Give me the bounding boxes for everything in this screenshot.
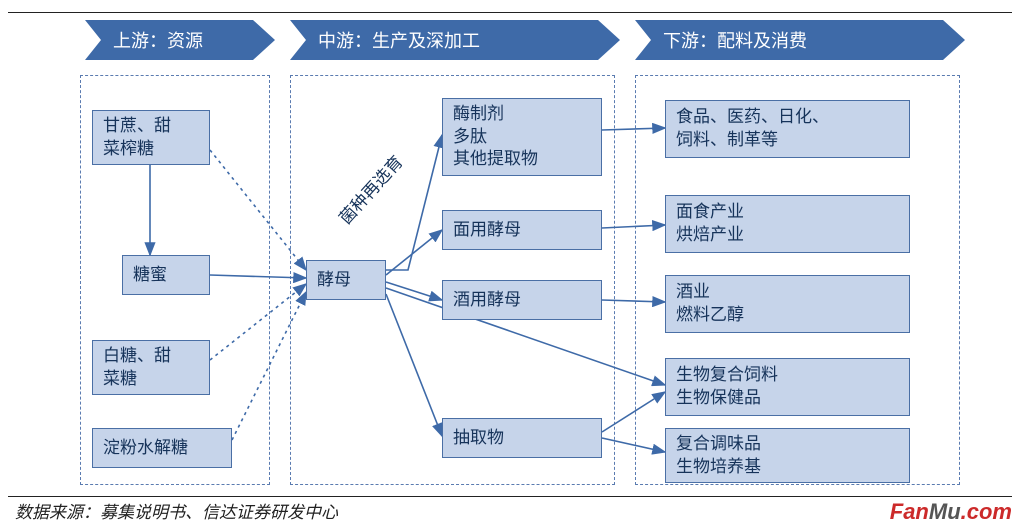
watermark-mu: Mu: [929, 499, 961, 524]
n-molasses: 糖蜜: [122, 255, 210, 295]
watermark: FanMu.com: [890, 499, 1012, 525]
diagram-canvas: 上游：资源中游：生产及深加工下游：配料及消费 甘蔗、甜 菜榨糖糖蜜白糖、甜 菜糖…: [0, 0, 1020, 529]
bottom-rule: [8, 496, 1012, 497]
stage-arrow-upstream: 上游：资源: [85, 20, 275, 60]
n-alcohol: 酒业 燃料乙醇: [665, 275, 910, 333]
n-whitesugar: 白糖、甜 菜糖: [92, 340, 210, 395]
stage-arrow-label: 中游：生产及深加工: [290, 20, 620, 60]
n-starch: 淀粉水解糖: [92, 428, 232, 468]
n-wine: 酒用酵母: [442, 280, 602, 320]
stage-arrow-label: 下游：配料及消费: [635, 20, 965, 60]
n-yeast: 酵母: [306, 260, 386, 300]
watermark-fan: Fan: [890, 499, 929, 524]
stage-arrow-label: 上游：资源: [85, 20, 275, 60]
n-food: 食品、医药、日化、 饲料、制革等: [665, 100, 910, 158]
n-biofeed: 生物复合饲料 生物保健品: [665, 358, 910, 416]
stage-arrow-midstream: 中游：生产及深加工: [290, 20, 620, 60]
n-sugarcane: 甘蔗、甜 菜榨糖: [92, 110, 210, 165]
n-bakery: 面食产业 烘焙产业: [665, 195, 910, 253]
top-rule: [8, 12, 1012, 13]
watermark-com: .com: [961, 499, 1012, 524]
n-bread: 面用酵母: [442, 210, 602, 250]
n-seasoning: 复合调味品 生物培养基: [665, 428, 910, 483]
n-enzyme: 酶制剂 多肽 其他提取物: [442, 98, 602, 176]
data-source-footer: 数据来源：募集说明书、信达证券研发中心: [15, 498, 338, 523]
n-extract: 抽取物: [442, 418, 602, 458]
stage-arrow-downstream: 下游：配料及消费: [635, 20, 965, 60]
